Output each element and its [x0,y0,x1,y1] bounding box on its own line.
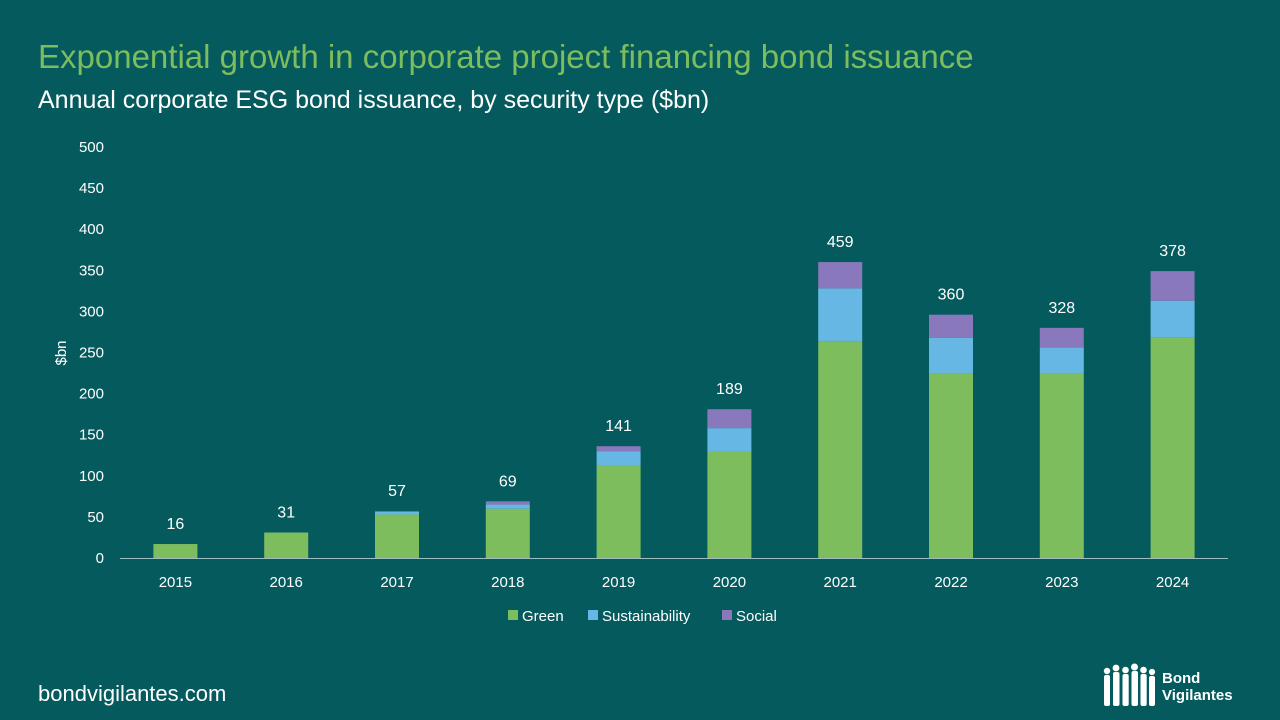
y-axis-title: $bn [53,340,70,365]
y-axis: 0 50 100 150 200 250 300 350 400 450 500 $bn [53,139,104,567]
bars [153,262,1195,558]
y-tick-label: 150 [79,427,104,444]
bar-segment-green-2016 [264,532,309,558]
bar-segment-social-2020 [707,409,752,429]
total-label-2021: 459 [827,234,854,251]
y-tick-label: 500 [79,139,104,156]
y-tick-label: 400 [79,221,104,238]
bar-segment-green-2020 [707,451,752,558]
bar-segment-social-2018 [485,501,530,505]
x-tick-label: 2021 [824,574,857,591]
total-label-2020: 189 [716,381,743,398]
total-label-2022: 360 [938,287,965,304]
legend-label: Green [522,608,564,625]
bar-segment-social-2019 [596,446,641,452]
total-label-2018: 69 [499,473,517,490]
x-tick-label: 2018 [491,574,524,591]
bar-segment-sustainability-2017 [375,511,419,515]
bar-segment-social-2017 [375,511,419,512]
y-tick-label: 450 [79,180,104,197]
x-axis: 2015 2016 2017 2018 2019 2020 2021 2022 2023 2024 [120,558,1228,591]
bar-segment-green-2017 [375,514,419,558]
total-label-2016: 31 [277,505,295,522]
legend-label: Sustainability [602,608,691,625]
footer-url[interactable]: bondvigilantes.com [38,681,227,706]
total-label-2019: 141 [605,418,632,435]
legend-item-sustainability: Sustainability [588,608,691,625]
legend-swatch [588,610,598,620]
bar-segment-green-2024 [1150,337,1195,558]
total-label-2015: 16 [167,516,185,533]
y-tick-label: 0 [96,550,104,567]
x-tick-label: 2019 [602,574,635,591]
y-tick-label: 50 [87,509,104,526]
legend-item-green: Green [508,608,564,625]
bar-segment-green-2019 [596,465,641,558]
legend-swatch [508,610,518,620]
y-tick-label: 200 [79,386,104,403]
people-silhouette-icon [1103,663,1156,706]
y-tick-label: 100 [79,468,104,485]
bar-segment-sustainability-2020 [707,428,752,452]
bar-segment-sustainability-2019 [596,451,641,466]
y-tick-label: 300 [79,303,104,320]
legend-swatch [722,610,732,620]
bar-segment-social-2023 [1039,327,1084,348]
total-label-2023: 328 [1048,300,1075,317]
x-tick-label: 2015 [159,574,192,591]
chart-title: Exponential growth in corporate project … [38,38,974,75]
stacked-bar-chart: 0 50 100 150 200 250 300 350 400 450 500 $bn 16 31 57… [53,139,1228,625]
bar-segment-green-2015 [153,544,198,558]
bar-segment-green-2021 [818,341,863,558]
chart-subtitle: Annual corporate ESG bond issuance, by s… [38,86,710,114]
y-tick-label: 250 [79,345,104,362]
bond-vigilantes-logo: Bond Vigilantes [1100,662,1250,708]
logo-line-bond: Bond [1162,670,1201,687]
x-tick-label: 2017 [380,574,413,591]
bar-segment-sustainability-2021 [818,288,863,342]
x-tick-label: 2024 [1156,574,1189,591]
total-label-2024: 378 [1159,243,1186,260]
bar-segment-social-2021 [818,262,863,289]
legend-item-social: Social [722,608,777,625]
bar-segment-green-2023 [1039,373,1084,558]
bar-segment-social-2022 [929,314,973,338]
x-tick-label: 2020 [713,574,746,591]
bar-segment-sustainability-2024 [1150,300,1195,338]
total-label-2017: 57 [388,483,406,500]
x-tick-label: 2016 [270,574,303,591]
bar-segment-sustainability-2018 [485,504,530,509]
bar-segment-green-2018 [485,508,530,558]
bar-segment-sustainability-2022 [929,337,973,374]
legend: Green Sustainability Social [508,608,777,625]
x-tick-label: 2022 [934,574,967,591]
bar-segment-sustainability-2023 [1039,347,1084,374]
x-tick-label: 2023 [1045,574,1078,591]
bar-segment-social-2024 [1150,271,1195,301]
total-labels: 16 31 57 69 141 189 459 360 328 378 [167,234,1187,533]
y-tick-label: 350 [79,262,104,279]
bar-segment-green-2022 [929,373,973,558]
legend-label: Social [736,608,777,625]
logo-line-vigilantes: Vigilantes [1162,687,1233,704]
